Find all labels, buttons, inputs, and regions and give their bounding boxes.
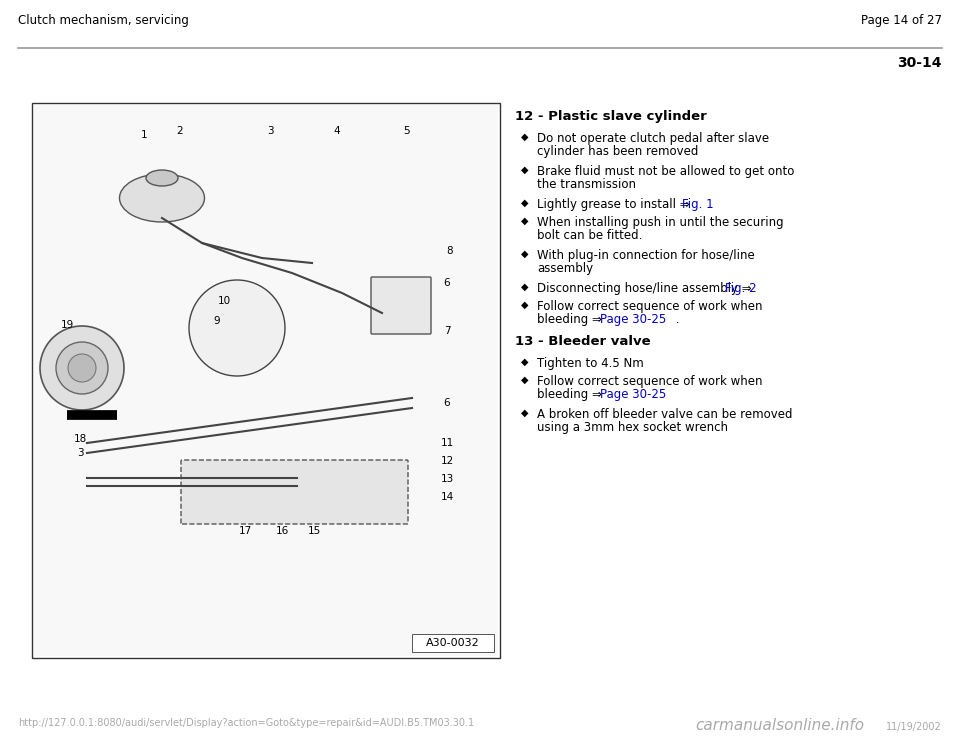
Text: With plug-in connection for hose/line: With plug-in connection for hose/line — [537, 249, 755, 262]
Text: 18: 18 — [73, 434, 86, 444]
Text: carmanualsonline.info: carmanualsonline.info — [695, 718, 865, 733]
Text: bleeding ⇒: bleeding ⇒ — [537, 313, 606, 326]
Text: Lightly grease to install ⇒: Lightly grease to install ⇒ — [537, 198, 693, 211]
Text: 1: 1 — [141, 130, 147, 140]
Text: ◆: ◆ — [521, 357, 529, 367]
Text: Fig. 2: Fig. 2 — [725, 282, 756, 295]
Text: Do not operate clutch pedal after slave: Do not operate clutch pedal after slave — [537, 132, 769, 145]
Text: 19: 19 — [60, 320, 74, 330]
Text: Clutch mechanism, servicing: Clutch mechanism, servicing — [18, 14, 189, 27]
Text: using a 3mm hex socket wrench: using a 3mm hex socket wrench — [537, 421, 728, 434]
Text: 13 - Bleeder valve: 13 - Bleeder valve — [515, 335, 651, 348]
Text: 15: 15 — [307, 526, 321, 536]
Text: ◆: ◆ — [521, 282, 529, 292]
Text: ◆: ◆ — [521, 216, 529, 226]
Text: 11/19/2002: 11/19/2002 — [886, 722, 942, 732]
Text: Follow correct sequence of work when: Follow correct sequence of work when — [537, 300, 762, 313]
Text: Brake fluid must not be allowed to get onto: Brake fluid must not be allowed to get o… — [537, 165, 794, 178]
Text: 3: 3 — [267, 126, 274, 136]
Text: Page 30-25: Page 30-25 — [600, 388, 666, 401]
Ellipse shape — [119, 174, 204, 222]
Text: 7: 7 — [444, 326, 450, 336]
Text: bolt can be fitted.: bolt can be fitted. — [537, 229, 642, 242]
Circle shape — [189, 280, 285, 376]
Ellipse shape — [146, 170, 178, 186]
Text: ◆: ◆ — [521, 375, 529, 385]
Text: Fig. 1: Fig. 1 — [682, 198, 713, 211]
Text: ◆: ◆ — [521, 300, 529, 310]
Text: bleeding ⇒: bleeding ⇒ — [537, 388, 606, 401]
Text: 5: 5 — [404, 126, 410, 136]
Text: 2: 2 — [177, 126, 183, 136]
Text: ◆: ◆ — [521, 165, 529, 175]
Text: 11: 11 — [441, 438, 454, 448]
Circle shape — [40, 326, 124, 410]
Bar — [32, 103, 500, 658]
Text: When installing push in until the securing: When installing push in until the securi… — [537, 216, 783, 229]
Bar — [412, 634, 494, 652]
Text: 17: 17 — [238, 526, 252, 536]
Text: 8: 8 — [446, 246, 453, 256]
Text: ◆: ◆ — [521, 198, 529, 208]
Text: Page 14 of 27: Page 14 of 27 — [861, 14, 942, 27]
Text: 3: 3 — [77, 448, 84, 458]
Text: 6: 6 — [444, 278, 450, 288]
Text: Follow correct sequence of work when: Follow correct sequence of work when — [537, 375, 762, 388]
Text: .: . — [672, 313, 680, 326]
Bar — [34, 105, 498, 656]
Text: A30-0032: A30-0032 — [426, 638, 480, 648]
Text: the transmission: the transmission — [537, 178, 636, 191]
Text: 12 - Plastic slave cylinder: 12 - Plastic slave cylinder — [515, 110, 707, 123]
Text: 12: 12 — [441, 456, 454, 466]
Text: 30-14: 30-14 — [898, 56, 942, 70]
Text: assembly: assembly — [537, 262, 593, 275]
Text: 14: 14 — [441, 492, 454, 502]
Text: Tighten to 4.5 Nm: Tighten to 4.5 Nm — [537, 357, 644, 370]
Text: ◆: ◆ — [521, 132, 529, 142]
Text: A broken off bleeder valve can be removed: A broken off bleeder valve can be remove… — [537, 408, 793, 421]
Text: cylinder has been removed: cylinder has been removed — [537, 145, 698, 158]
Text: Disconnecting hose/line assembly ⇒: Disconnecting hose/line assembly ⇒ — [537, 282, 756, 295]
Text: ◆: ◆ — [521, 408, 529, 418]
Text: 10: 10 — [217, 296, 230, 306]
FancyBboxPatch shape — [181, 460, 408, 524]
Text: http://127.0.0.1:8080/audi/servlet/Display?action=Goto&type=repair&id=AUDI.B5.TM: http://127.0.0.1:8080/audi/servlet/Displ… — [18, 718, 474, 728]
Text: 9: 9 — [214, 316, 220, 326]
Text: ◆: ◆ — [521, 249, 529, 259]
Text: 4: 4 — [334, 126, 340, 136]
Text: 13: 13 — [441, 474, 454, 484]
Text: Page 30-25: Page 30-25 — [600, 313, 666, 326]
Text: 6: 6 — [444, 398, 450, 408]
Text: 16: 16 — [276, 526, 289, 536]
FancyBboxPatch shape — [371, 277, 431, 334]
Circle shape — [68, 354, 96, 382]
Circle shape — [56, 342, 108, 394]
